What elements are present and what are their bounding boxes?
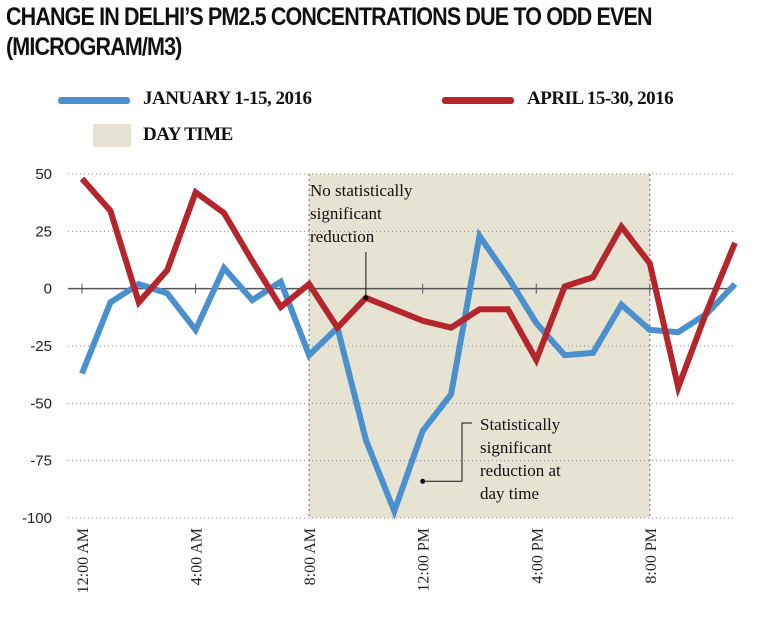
annotation-text-reduction: Statistically xyxy=(480,415,561,434)
legend-box-daytime xyxy=(93,124,131,147)
annotation-text-no-reduction: No statistically xyxy=(310,181,413,200)
series-line-april xyxy=(79,176,738,398)
chart-title: CHANGE IN DELHI’S PM2.5 CONCENTRATIONS D… xyxy=(6,2,652,62)
annotation-text-reduction: significant xyxy=(480,438,552,457)
x-tick-label: 4:00 PM xyxy=(529,528,546,584)
x-tick-label: 8:00 AM xyxy=(302,528,319,585)
y-tick-label: -75 xyxy=(30,453,52,470)
annotation-dot-reduction xyxy=(420,478,426,484)
y-tick-label: 50 xyxy=(35,166,52,183)
annotation-text-reduction: reduction at xyxy=(480,461,561,480)
legend-line-january xyxy=(58,97,130,104)
annotation-text-no-reduction: reduction xyxy=(310,227,375,246)
x-tick-label: 12:00 PM xyxy=(416,528,433,592)
legend-label-daytime: DAY TIME xyxy=(143,124,233,145)
x-tick-label: 12:00 AM xyxy=(75,528,92,593)
annotation-text-reduction: day time xyxy=(480,484,539,503)
annotation-dot-no-reduction xyxy=(363,295,369,301)
x-tick-label: 4:00 AM xyxy=(189,528,206,585)
y-tick-label: 0 xyxy=(44,281,52,298)
x-tick-label: 8:00 PM xyxy=(643,528,660,584)
chart-title-line2: (MICROGRAM/M3) xyxy=(6,33,182,61)
y-tick-label: -25 xyxy=(30,338,52,355)
y-tick-label: -50 xyxy=(30,395,52,412)
legend-label-april: APRIL 15-30, 2016 xyxy=(527,88,674,109)
annotation-text-no-reduction: significant xyxy=(310,204,382,223)
legend-label-january: JANUARY 1-15, 2016 xyxy=(143,88,312,109)
series-line-january xyxy=(79,228,738,520)
annotation-leader-reduction xyxy=(422,422,472,482)
chart-title-line1: CHANGE IN DELHI’S PM2.5 CONCENTRATIONS D… xyxy=(6,3,652,31)
y-tick-label: -100 xyxy=(22,510,52,527)
legend-line-april xyxy=(442,97,514,104)
y-tick-label: 25 xyxy=(35,223,52,240)
